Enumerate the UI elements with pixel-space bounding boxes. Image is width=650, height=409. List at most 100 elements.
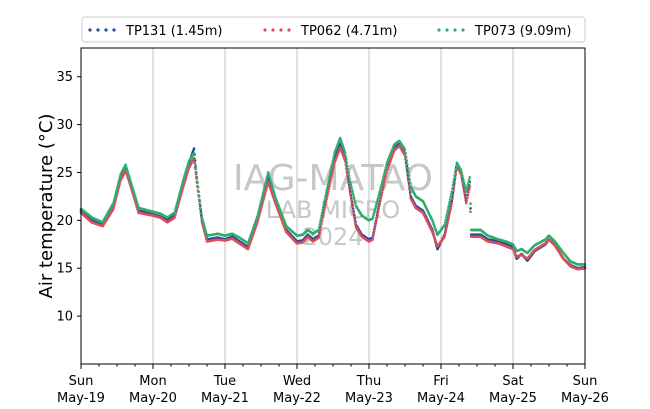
legend-marker-0 — [104, 28, 108, 32]
data-point — [380, 193, 383, 197]
data-point — [465, 187, 469, 191]
data-point — [345, 158, 348, 162]
data-point — [173, 214, 177, 217]
data-point — [348, 177, 352, 181]
data-point — [404, 151, 407, 155]
legend-label-0: TP131 (1.45m) — [125, 24, 222, 39]
data-point — [446, 208, 450, 211]
data-point — [265, 184, 269, 188]
data-point — [173, 209, 177, 212]
data-point — [383, 177, 387, 181]
data-point — [351, 205, 354, 209]
data-point — [406, 166, 410, 170]
y-tick-label-10: 10 — [56, 310, 73, 325]
data-point — [193, 162, 197, 166]
x-tick-date-0: May-19 — [57, 391, 105, 406]
data-point — [405, 159, 409, 163]
data-point — [257, 210, 260, 214]
data-point — [408, 181, 412, 185]
data-point — [205, 238, 208, 241]
data-point — [112, 207, 115, 211]
data-point — [112, 201, 115, 205]
data-point — [259, 201, 263, 204]
data-point — [198, 198, 201, 202]
y-axis-ticks: 10 15 20 25 30 35 — [56, 70, 81, 325]
data-point — [447, 217, 450, 220]
data-point — [385, 164, 388, 167]
data-point — [467, 180, 470, 184]
data-point — [376, 198, 379, 202]
data-point — [452, 180, 455, 184]
data-point — [382, 185, 385, 189]
legend-marker-0 — [88, 28, 92, 32]
data-point — [404, 155, 408, 159]
data-point — [378, 190, 382, 193]
legend-label-1: TP062 (4.71m) — [300, 24, 397, 39]
data-point — [353, 199, 357, 203]
data-point — [174, 207, 178, 210]
data-point — [319, 217, 323, 220]
data-point — [444, 230, 448, 233]
data-point — [177, 196, 180, 199]
data-point — [371, 235, 375, 239]
data-point — [344, 155, 348, 158]
legend-marker-2 — [445, 28, 449, 32]
data-point — [353, 219, 357, 222]
x-tick-day-5: Fri — [433, 374, 449, 389]
legend: TP131 (1.45m) TP062 (4.71m) TP073 (9.09m) — [81, 16, 586, 43]
data-point — [332, 164, 336, 167]
data-point — [265, 175, 269, 179]
data-point — [326, 183, 330, 187]
data-point — [374, 221, 378, 225]
data-point — [375, 202, 378, 206]
data-point — [176, 198, 180, 201]
data-point — [262, 189, 265, 193]
data-point — [380, 180, 384, 184]
data-point — [317, 233, 321, 237]
data-point — [463, 192, 466, 195]
data-point — [461, 176, 465, 179]
legend-marker-1 — [279, 28, 283, 32]
data-point — [201, 218, 204, 221]
data-point — [180, 185, 183, 188]
data-point — [201, 220, 205, 223]
y-tick-label-25: 25 — [56, 166, 73, 181]
data-point — [467, 190, 470, 194]
data-point — [407, 174, 411, 177]
data-point — [469, 207, 472, 210]
legend-marker-1 — [263, 28, 267, 32]
data-point — [197, 190, 200, 193]
data-point — [324, 192, 328, 195]
data-point — [348, 180, 352, 184]
data-point — [257, 208, 261, 211]
data-point — [371, 217, 374, 220]
data-point — [350, 187, 354, 191]
data-point — [328, 175, 331, 179]
y-tick-label-20: 20 — [56, 214, 73, 229]
x-tick-date-3: May-22 — [273, 391, 321, 406]
data-point — [407, 184, 411, 187]
data-point — [320, 214, 323, 218]
data-point — [466, 183, 470, 186]
data-point — [408, 178, 411, 181]
data-point — [443, 232, 447, 236]
data-point — [173, 211, 176, 214]
data-point — [453, 174, 456, 177]
data-point — [352, 195, 356, 198]
data-point — [175, 202, 179, 206]
data-point — [462, 178, 465, 182]
data-point — [375, 200, 379, 204]
data-point — [350, 202, 354, 205]
data-point — [116, 184, 120, 187]
data-point — [377, 207, 380, 211]
data-point — [353, 215, 356, 219]
data-point — [317, 228, 320, 232]
data-point — [443, 235, 446, 238]
data-point — [204, 228, 207, 231]
data-point — [447, 214, 451, 218]
data-point — [460, 171, 464, 175]
data-point — [464, 201, 468, 205]
data-point — [351, 192, 355, 196]
x-tick-day-6: Sat — [502, 374, 523, 389]
